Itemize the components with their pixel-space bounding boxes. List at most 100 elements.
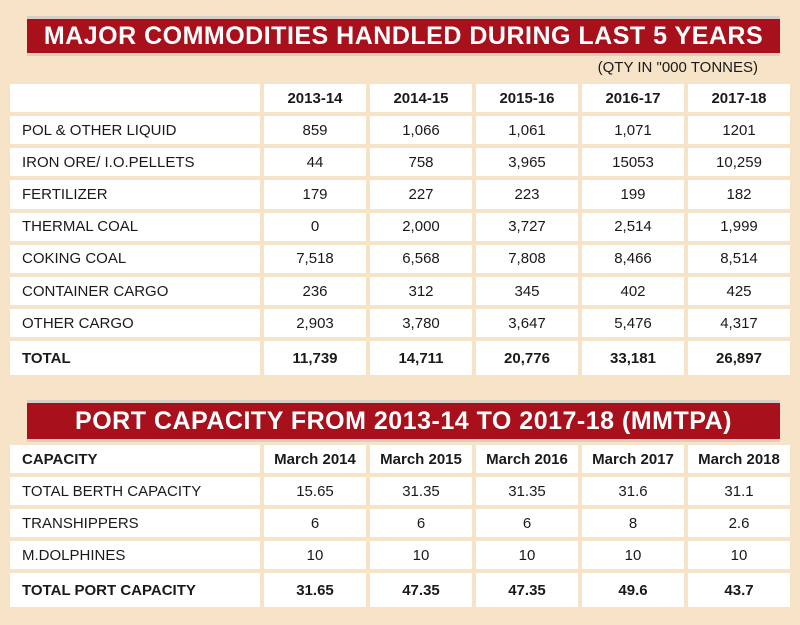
cell-value: 4,317 <box>688 309 790 338</box>
cell-value: 6 <box>370 509 472 537</box>
cell-value: 31.1 <box>688 477 790 505</box>
cell-value: 1,066 <box>370 116 472 145</box>
cell-value: 10 <box>264 541 366 569</box>
cell-value: 2,903 <box>264 309 366 338</box>
cell-value: 3,647 <box>476 309 578 338</box>
cell-value: 227 <box>370 180 472 209</box>
cell-value: 0 <box>264 212 366 241</box>
column-header: 2015-16 <box>476 84 578 112</box>
table-row: IRON ORE/ I.O.PELLETS 44 758 3,965 15053 10,2… <box>10 148 790 177</box>
cell-value: 44 <box>264 148 366 177</box>
table-row: POL & OTHER LIQUID 859 1,066 1,061 1,071 1201 <box>10 116 790 145</box>
total-value: 26,897 <box>688 341 790 376</box>
header-label: CAPACITY <box>10 445 260 473</box>
cell-value: 6,568 <box>370 244 472 273</box>
row-label: M.DOLPHINES <box>10 541 260 569</box>
cell-value: 8,466 <box>582 244 684 273</box>
table-row: CONTAINER CARGO 236 312 345 402 425 <box>10 276 790 306</box>
cell-value: 8 <box>582 509 684 537</box>
total-value: 49.6 <box>582 573 684 607</box>
total-value: 11,739 <box>264 341 366 376</box>
column-header: 2014-15 <box>370 84 472 112</box>
row-label: CONTAINER CARGO <box>10 276 260 306</box>
table-row: THERMAL COAL 0 2,000 3,727 2,514 1,999 <box>10 212 790 241</box>
total-value: 14,711 <box>370 341 472 376</box>
cell-value: 859 <box>264 116 366 145</box>
total-value: 31.65 <box>264 573 366 607</box>
cell-value: 10 <box>582 541 684 569</box>
cell-value: 10 <box>370 541 472 569</box>
total-row: TOTAL 11,739 14,711 20,776 33,181 26,897 <box>10 341 790 376</box>
cell-value: 2,000 <box>370 212 472 241</box>
cell-value: 15.65 <box>264 477 366 505</box>
cell-value: 312 <box>370 276 472 306</box>
cell-value: 15053 <box>582 148 684 177</box>
total-value: 33,181 <box>582 341 684 376</box>
total-label: TOTAL <box>10 341 260 376</box>
total-value: 47.35 <box>370 573 472 607</box>
cell-value: 1,999 <box>688 212 790 241</box>
table-row: TOTAL BERTH CAPACITY 15.65 31.35 31.35 31.6 3… <box>10 477 790 505</box>
row-label: TOTAL BERTH CAPACITY <box>10 477 260 505</box>
commodities-table: 2013-14 2014-15 2015-16 2016-17 2017-18 POL &… <box>6 80 794 379</box>
cell-value: 10 <box>476 541 578 569</box>
cell-value: 7,808 <box>476 244 578 273</box>
cell-value: 10 <box>688 541 790 569</box>
cell-value: 2.6 <box>688 509 790 537</box>
cell-value: 1,071 <box>582 116 684 145</box>
row-label: COKING COAL <box>10 244 260 273</box>
cell-value: 2,514 <box>582 212 684 241</box>
table-row: OTHER CARGO 2,903 3,780 3,647 5,476 4,317 <box>10 309 790 338</box>
total-row: TOTAL PORT CAPACITY 31.65 47.35 47.35 49.6 43… <box>10 573 790 607</box>
table-row: FERTILIZER 179 227 223 199 182 <box>10 180 790 209</box>
cell-value: 8,514 <box>688 244 790 273</box>
cell-value: 402 <box>582 276 684 306</box>
cell-value: 1,061 <box>476 116 578 145</box>
cell-value: 236 <box>264 276 366 306</box>
cell-value: 6 <box>476 509 578 537</box>
unit-note: (QTY IN "000 TONNES) <box>597 59 758 76</box>
cell-value: 31.35 <box>370 477 472 505</box>
column-header: March 2018 <box>688 445 790 473</box>
table-row: COKING COAL 7,518 6,568 7,808 8,466 8,514 <box>10 244 790 273</box>
total-value: 43.7 <box>688 573 790 607</box>
cell-value: 31.6 <box>582 477 684 505</box>
row-label: OTHER CARGO <box>10 309 260 338</box>
column-header: March 2015 <box>370 445 472 473</box>
cell-value: 345 <box>476 276 578 306</box>
cell-value: 6 <box>264 509 366 537</box>
column-header: March 2017 <box>582 445 684 473</box>
cell-value: 5,476 <box>582 309 684 338</box>
header-label <box>10 84 260 112</box>
cell-value: 3,780 <box>370 309 472 338</box>
header-row: CAPACITY March 2014 March 2015 March 2016 Ma… <box>10 445 790 473</box>
capacity-table: CAPACITY March 2014 March 2015 March 2016 Ma… <box>6 441 794 611</box>
column-header: 2017-18 <box>688 84 790 112</box>
cell-value: 223 <box>476 180 578 209</box>
cell-value: 758 <box>370 148 472 177</box>
cell-value: 7,518 <box>264 244 366 273</box>
row-label: THERMAL COAL <box>10 212 260 241</box>
total-value: 47.35 <box>476 573 578 607</box>
total-value: 20,776 <box>476 341 578 376</box>
cell-value: 179 <box>264 180 366 209</box>
column-header: 2016-17 <box>582 84 684 112</box>
capacity-title: PORT CAPACITY FROM 2013-14 TO 2017-18 (M… <box>27 400 780 442</box>
column-header: March 2014 <box>264 445 366 473</box>
row-label: FERTILIZER <box>10 180 260 209</box>
row-label: IRON ORE/ I.O.PELLETS <box>10 148 260 177</box>
cell-value: 3,727 <box>476 212 578 241</box>
cell-value: 1201 <box>688 116 790 145</box>
cell-value: 10,259 <box>688 148 790 177</box>
table-row: M.DOLPHINES 10 10 10 10 10 <box>10 541 790 569</box>
header-row: 2013-14 2014-15 2015-16 2016-17 2017-18 <box>10 84 790 112</box>
cell-value: 425 <box>688 276 790 306</box>
table-row: TRANSHIPPERS 6 6 6 8 2.6 <box>10 509 790 537</box>
row-label: TRANSHIPPERS <box>10 509 260 537</box>
row-label: POL & OTHER LIQUID <box>10 116 260 145</box>
column-header: 2013-14 <box>264 84 366 112</box>
cell-value: 199 <box>582 180 684 209</box>
cell-value: 182 <box>688 180 790 209</box>
column-header: March 2016 <box>476 445 578 473</box>
cell-value: 3,965 <box>476 148 578 177</box>
